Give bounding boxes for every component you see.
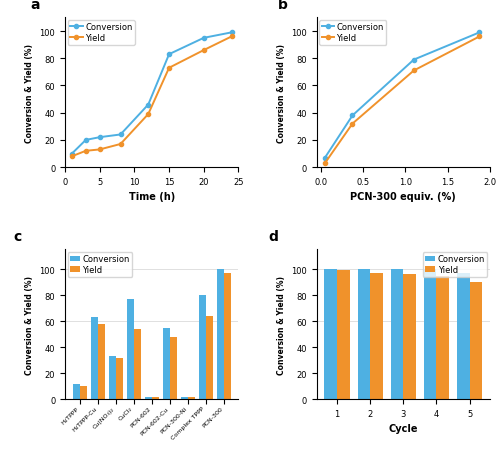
Yield bbox=[146, 112, 152, 118]
Bar bbox=[404, 274, 416, 399]
Yield bbox=[201, 48, 207, 54]
Bar bbox=[370, 273, 382, 399]
Y-axis label: Conversion & Yield (%): Conversion & Yield (%) bbox=[25, 44, 34, 142]
Legend: Conversion, Yield: Conversion, Yield bbox=[422, 252, 488, 277]
Yield bbox=[228, 34, 234, 40]
Line: Yield: Yield bbox=[70, 35, 234, 159]
Legend: Conversion, Yield: Conversion, Yield bbox=[68, 252, 132, 277]
Bar bbox=[116, 358, 122, 399]
Bar bbox=[199, 296, 205, 399]
Bar bbox=[224, 273, 230, 399]
Legend: Conversion, Yield: Conversion, Yield bbox=[68, 21, 135, 45]
Yield bbox=[476, 34, 482, 40]
Bar bbox=[145, 397, 152, 399]
Yield bbox=[69, 154, 75, 160]
Conversion bbox=[166, 52, 172, 58]
Yield bbox=[411, 68, 417, 74]
Legend: Conversion, Yield: Conversion, Yield bbox=[319, 21, 386, 45]
Bar bbox=[206, 316, 212, 399]
Bar bbox=[163, 328, 170, 399]
X-axis label: PCN-300 equiv. (%): PCN-300 equiv. (%) bbox=[350, 192, 456, 202]
Bar bbox=[324, 269, 337, 399]
Y-axis label: Conversion & Yield (%): Conversion & Yield (%) bbox=[25, 275, 34, 374]
Conversion bbox=[350, 113, 356, 119]
Bar bbox=[337, 271, 349, 399]
Bar bbox=[80, 386, 86, 399]
Line: Conversion: Conversion bbox=[70, 31, 234, 156]
Bar bbox=[217, 269, 224, 399]
Bar bbox=[127, 299, 134, 399]
Bar bbox=[170, 337, 176, 399]
Bar bbox=[98, 324, 104, 399]
Yield bbox=[350, 122, 356, 127]
Yield bbox=[322, 161, 328, 167]
Bar bbox=[91, 318, 98, 399]
Conversion bbox=[411, 58, 417, 63]
Conversion bbox=[69, 151, 75, 157]
Text: b: b bbox=[278, 0, 288, 12]
Yield bbox=[83, 149, 89, 154]
Conversion bbox=[146, 102, 152, 108]
Y-axis label: Conversion & Yield (%): Conversion & Yield (%) bbox=[276, 44, 285, 142]
Bar bbox=[73, 384, 80, 399]
Text: c: c bbox=[13, 230, 21, 244]
Bar bbox=[134, 329, 140, 399]
Yield bbox=[118, 142, 124, 147]
Bar bbox=[457, 273, 469, 399]
Conversion bbox=[322, 156, 328, 161]
Y-axis label: Conversion & Yield (%): Conversion & Yield (%) bbox=[276, 275, 285, 374]
Conversion bbox=[96, 135, 102, 140]
Bar bbox=[109, 357, 116, 399]
Conversion bbox=[118, 132, 124, 138]
X-axis label: Cycle: Cycle bbox=[388, 424, 418, 434]
Yield bbox=[96, 147, 102, 153]
Bar bbox=[181, 397, 188, 399]
Bar bbox=[436, 276, 449, 399]
Conversion bbox=[201, 36, 207, 41]
Text: d: d bbox=[268, 230, 278, 244]
Bar bbox=[390, 269, 404, 399]
Conversion bbox=[476, 31, 482, 36]
Bar bbox=[470, 282, 482, 399]
X-axis label: Time (h): Time (h) bbox=[128, 192, 175, 202]
Bar bbox=[424, 269, 436, 399]
Conversion bbox=[228, 31, 234, 36]
Bar bbox=[152, 397, 158, 399]
Conversion bbox=[83, 138, 89, 143]
Line: Conversion: Conversion bbox=[323, 31, 482, 160]
Bar bbox=[358, 269, 370, 399]
Line: Yield: Yield bbox=[323, 35, 482, 166]
Text: a: a bbox=[30, 0, 40, 12]
Yield bbox=[166, 66, 172, 71]
Bar bbox=[188, 397, 194, 399]
